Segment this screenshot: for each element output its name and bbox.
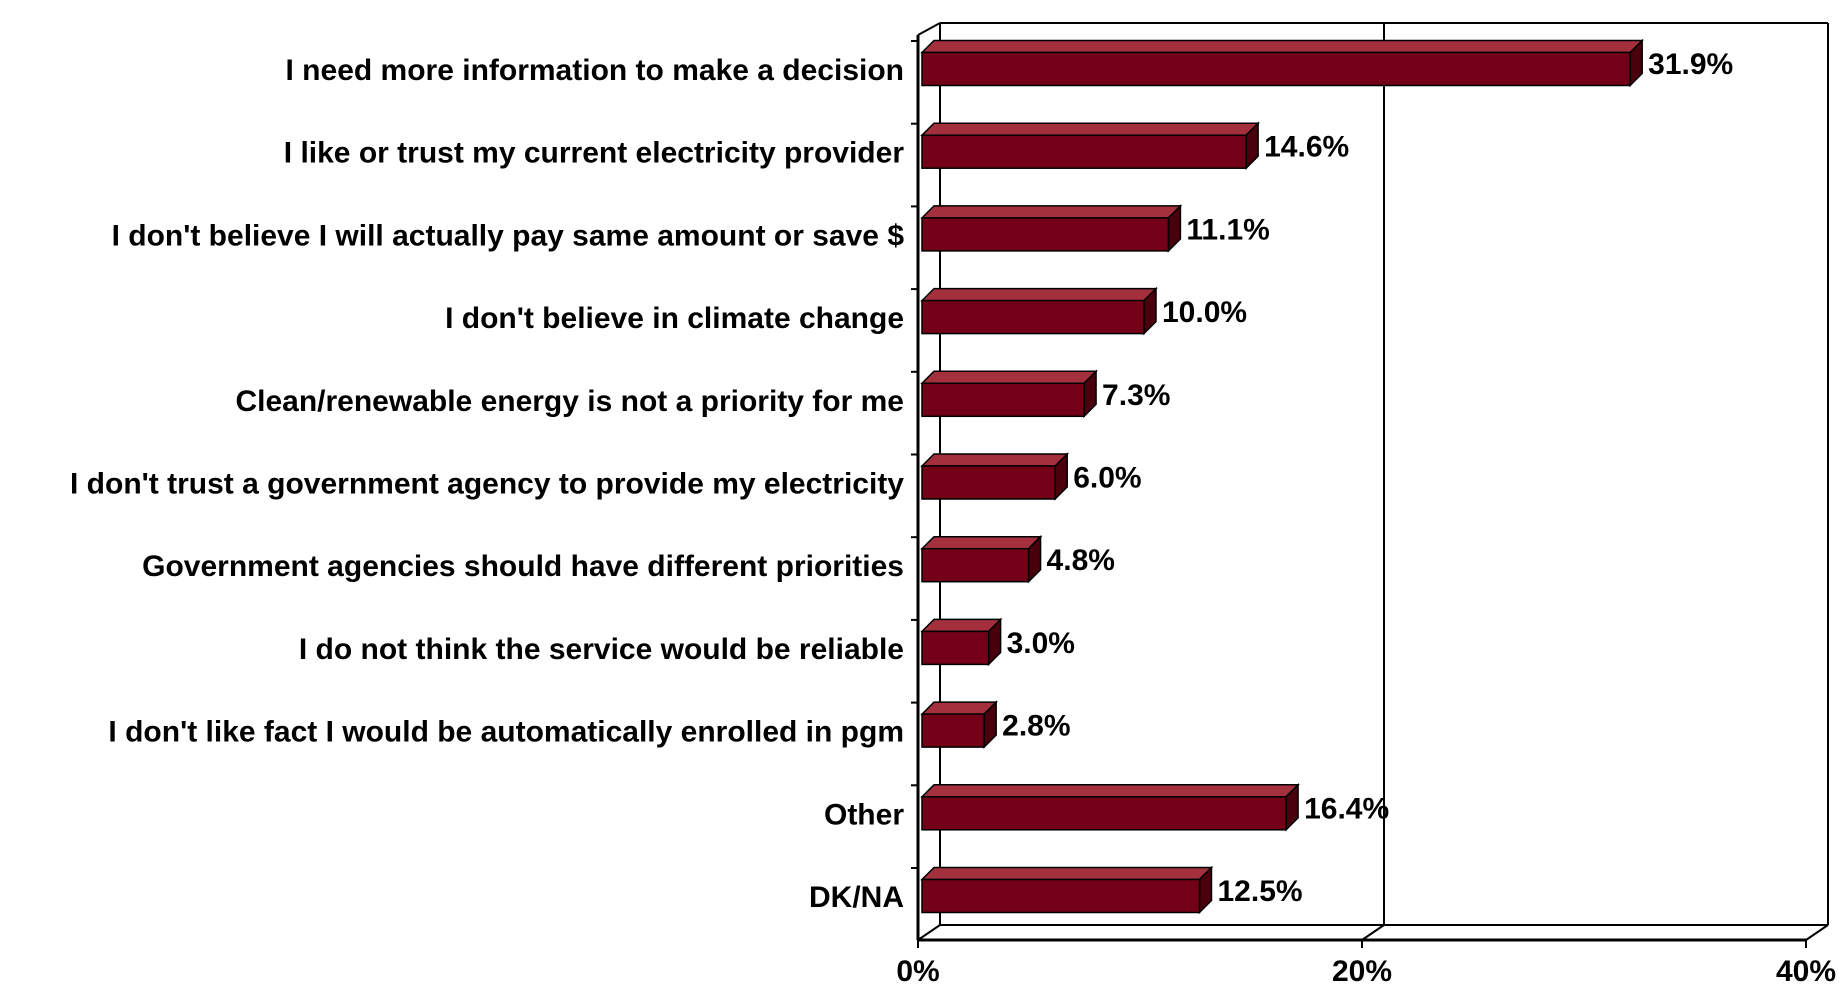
- bar-front-face: [921, 796, 1287, 831]
- top-depth-edge: [917, 22, 941, 36]
- data-label: 6.0%: [1073, 462, 1141, 495]
- bar: [920, 369, 1098, 419]
- bar: [920, 286, 1158, 336]
- data-label: 2.8%: [1002, 710, 1070, 743]
- bar-front-face: [921, 299, 1145, 335]
- category-label: I don't trust a government agency to pro…: [70, 468, 904, 501]
- category-label: I do not think the service would be reli…: [299, 633, 904, 666]
- bar-top-face: [920, 370, 1098, 385]
- plot-frame: [911, 22, 1829, 948]
- bar-top-face: [920, 122, 1260, 136]
- data-label: 4.8%: [1047, 544, 1115, 577]
- category-label: Other: [824, 798, 904, 831]
- category-label: I like or trust my current electricity p…: [284, 137, 905, 170]
- bar-front-face: [921, 713, 985, 748]
- floor-gridline: [1361, 924, 1385, 941]
- category-label: I don't believe in climate change: [445, 302, 904, 335]
- data-label: 12.5%: [1218, 875, 1303, 908]
- x-tick-label: 0%: [896, 955, 939, 988]
- bar-top-face: [920, 866, 1214, 881]
- category-label: Government agencies should have differen…: [142, 550, 904, 583]
- bar: [920, 617, 1003, 667]
- bar-front-face: [921, 878, 1201, 914]
- category-label: I need more information to make a decisi…: [286, 54, 904, 87]
- bar-top-face: [920, 535, 1043, 550]
- bar: [920, 534, 1043, 584]
- bar-front-face: [921, 217, 1170, 252]
- category-label: I don't believe I will actually pay same…: [112, 219, 905, 252]
- category-label: Clean/renewable energy is not a priority…: [235, 385, 904, 418]
- bar-front-face: [921, 630, 990, 666]
- data-label: 10.0%: [1162, 296, 1247, 329]
- bar: [920, 204, 1183, 253]
- category-label: DK/NA: [809, 881, 904, 914]
- x-tick-label: 20%: [1332, 955, 1392, 988]
- bar: [920, 452, 1070, 501]
- category-label: I don't like fact I would be automatical…: [108, 716, 904, 749]
- bar: [920, 865, 1214, 915]
- data-label: 11.1%: [1186, 213, 1269, 246]
- floor-depth-edge-right: [1805, 924, 1829, 941]
- data-label: 31.9%: [1648, 48, 1733, 81]
- bar-front-face: [921, 547, 1030, 583]
- bar: [920, 782, 1300, 832]
- bar: [920, 121, 1260, 171]
- bar-group: [920, 38, 1644, 915]
- label-group: 0% 20% 40% 31.9% I need more information to …: [70, 48, 1836, 988]
- bar-front-face: [921, 134, 1247, 169]
- bar-top-face: [920, 287, 1158, 302]
- bar-top-face: [920, 453, 1070, 467]
- bar-top-face: [920, 618, 1003, 633]
- data-label: 14.6%: [1264, 131, 1349, 164]
- bar: [920, 700, 998, 749]
- bar: [920, 38, 1644, 88]
- bar-front-face: [921, 51, 1631, 87]
- bar-top-face: [920, 784, 1300, 798]
- bar-top-face: [920, 39, 1644, 54]
- data-label: 3.0%: [1007, 627, 1075, 660]
- bar-top-face: [920, 205, 1183, 219]
- bar-front-face: [921, 465, 1056, 500]
- data-label: 16.4%: [1304, 792, 1389, 825]
- x-tick-label: 40%: [1776, 955, 1836, 988]
- bar-front-face: [921, 382, 1085, 418]
- floor-depth-edge-left: [917, 924, 941, 941]
- data-label: 7.3%: [1102, 379, 1170, 412]
